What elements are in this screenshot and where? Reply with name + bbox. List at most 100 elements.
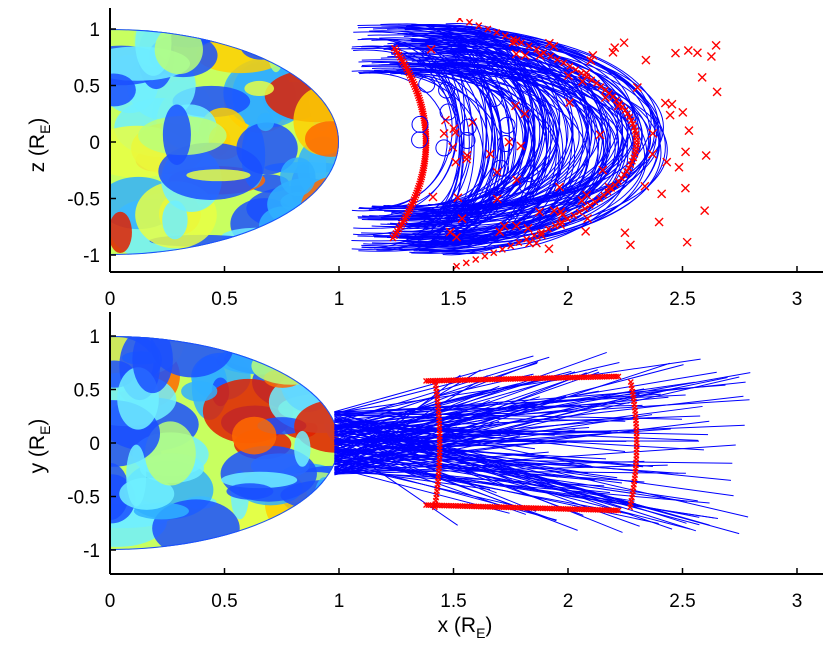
top-field-line <box>425 41 609 230</box>
top-outer-arc-marker <box>472 256 480 264</box>
bottom-box-marker <box>512 375 519 382</box>
top-field-line <box>363 71 484 245</box>
top-outer-arc-marker <box>575 208 583 216</box>
top-footprint-circle <box>411 115 429 133</box>
top-y-axis-title-close: ) <box>26 118 49 125</box>
top-outer-arc-marker <box>498 245 506 253</box>
bottom-x-axis-title: x (RE) <box>438 614 493 641</box>
bottom-y-tick-label: -1 <box>83 541 100 562</box>
top-y-axis-title: z (RE) <box>26 118 53 173</box>
bottom-y-tick-label: 1 <box>89 327 100 348</box>
bottom-x-tick-label: 2 <box>563 591 574 612</box>
top-outer-arc-marker <box>544 225 552 233</box>
top-scatter-marker <box>564 98 574 108</box>
top-outer-arc-marker <box>570 211 578 219</box>
top-scatter-marker <box>520 109 530 119</box>
top-scatter-marker <box>536 230 546 240</box>
top-inner-arc-marker <box>390 44 398 52</box>
top-scatter-marker <box>665 110 675 120</box>
top-footprint-circle <box>485 90 503 108</box>
top-y-axis-title-main: z (R <box>26 134 49 173</box>
top-field-line <box>368 72 536 212</box>
bottom-field-line <box>334 436 691 530</box>
top-footprint-circle <box>518 176 536 194</box>
top-outer-arc-marker <box>588 76 596 84</box>
top-x-tick-label: 3 <box>792 289 803 310</box>
top-y-tick-label: -0.5 <box>67 190 100 211</box>
top-scatter-marker <box>582 190 592 200</box>
top-scatter-marker <box>608 47 618 57</box>
top-outer-arc-marker <box>591 198 599 206</box>
top-scatter-marker <box>555 182 565 192</box>
top-field-line <box>415 52 557 252</box>
top-scatter-marker <box>598 165 608 175</box>
top-x-tick-label: 0 <box>105 289 116 310</box>
top-scatter-marker <box>712 87 722 97</box>
top-panel: 0 0.5 1 1.5 2 2.5 3 1 0.5 0 -0.5 -1 z (RE) <box>26 8 823 310</box>
top-outer-arc-marker <box>572 66 580 74</box>
bottom-field-line <box>334 460 557 521</box>
bottom-field-line <box>334 439 734 497</box>
top-scatter-marker <box>485 149 495 159</box>
bottom-field-line <box>334 414 626 422</box>
bottom-earth-patch <box>313 477 336 529</box>
top-earth-patch <box>244 80 275 97</box>
bottom-field-line <box>334 469 686 474</box>
top-outer-arc-marker <box>484 25 492 33</box>
top-scatter-marker <box>700 206 710 216</box>
top-scatter-marker <box>462 150 472 160</box>
top-outer-arc-marker <box>540 49 548 57</box>
bottom-field-line <box>334 416 623 533</box>
bottom-box-marker <box>615 507 622 514</box>
bottom-y-axis-title-sub: E <box>37 426 53 435</box>
top-scatter-marker <box>654 217 664 227</box>
top-earth-patch <box>263 226 338 255</box>
top-scatter-marker <box>667 99 677 109</box>
bottom-y-axis-title-close: ) <box>26 419 49 426</box>
top-scatter-marker <box>524 238 534 248</box>
top-scatter-marker <box>534 207 544 217</box>
bottom-earth-patch <box>280 479 339 511</box>
top-scatter-marker <box>662 157 672 167</box>
top-footprint-circle <box>438 81 456 99</box>
top-footprint-circle <box>459 118 477 136</box>
top-y-axis-title-sub: E <box>37 125 53 134</box>
top-scatter-marker <box>670 48 680 58</box>
top-scatter-marker <box>531 238 541 248</box>
top-scatter-marker <box>511 49 521 59</box>
bottom-field-line <box>334 447 698 502</box>
top-outer-arc-marker <box>475 22 483 30</box>
bottom-field-line <box>334 417 650 445</box>
top-outer-arc-marker <box>481 252 489 260</box>
top-scatter-marker <box>511 101 521 111</box>
bottom-y-axis-title-main: y (R <box>26 435 49 474</box>
top-field-line <box>404 63 668 238</box>
bottom-box-marker <box>466 376 473 383</box>
top-outer-arc-marker <box>490 249 498 257</box>
top-scatter-marker <box>462 154 472 164</box>
bottom-earth-patch <box>132 336 173 394</box>
top-scatter-marker <box>452 232 462 242</box>
bottom-box-marker <box>521 375 528 382</box>
bottom-field-line <box>334 395 567 471</box>
top-markers <box>389 18 722 270</box>
top-scatter-marker <box>581 226 591 236</box>
bottom-box-marker <box>594 373 601 380</box>
top-x-tick-label: 2 <box>563 289 574 310</box>
bottom-box-marker <box>544 375 551 382</box>
top-outer-arc-marker <box>456 18 464 23</box>
bottom-field-line <box>334 464 668 475</box>
top-scatter-marker <box>588 50 598 60</box>
top-inner-arc-marker <box>415 94 423 102</box>
top-outer-arc-marker <box>465 18 473 26</box>
top-scatter-marker <box>620 228 630 238</box>
bottom-field-line <box>334 439 700 442</box>
top-scatter-marker <box>610 43 620 53</box>
top-footprint-circle <box>498 116 516 134</box>
bottom-earth-patch <box>226 483 274 500</box>
top-outer-arc-marker <box>560 59 568 67</box>
top-field-line <box>378 63 580 210</box>
top-field-line <box>411 40 548 244</box>
bottom-field-line <box>334 393 661 415</box>
bottom-x-ticks: 0 0.5 1 1.5 2 2.5 3 <box>105 568 802 612</box>
